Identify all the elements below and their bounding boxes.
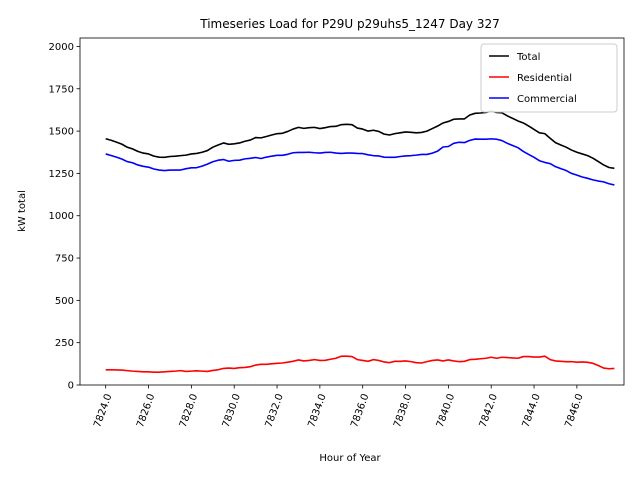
series-line-total xyxy=(105,110,615,170)
y-tick-label: 500 xyxy=(55,296,74,307)
series-layer xyxy=(105,110,615,373)
y-tick-label: 1250 xyxy=(49,169,74,180)
y-tick-label: 750 xyxy=(55,254,74,265)
legend-label-total: Total xyxy=(516,52,540,63)
legend: Total Residential Commercial xyxy=(480,43,618,113)
legend-label-commercial: Commercial xyxy=(517,94,577,105)
chart-title: Timeseries Load for P29U p29uhs5_1247 Da… xyxy=(199,17,500,31)
series-line-residential xyxy=(105,355,615,373)
y-axis-label: kW total xyxy=(17,190,28,232)
y-axis-ticks: 0 250 500 750 1000 1250 1500 1750 2000 xyxy=(49,42,80,392)
y-tick-label: 1000 xyxy=(49,211,74,222)
series-line-commercial xyxy=(105,138,615,186)
y-tick-label: 250 xyxy=(55,338,74,349)
y-tick-label: 1500 xyxy=(49,127,74,138)
axes-layer xyxy=(79,37,625,386)
legend-box xyxy=(480,43,618,113)
legend-label-residential: Residential xyxy=(517,73,572,84)
y-tick-label: 1750 xyxy=(49,84,74,95)
axes-frame xyxy=(79,37,625,386)
y-tick-label: 2000 xyxy=(49,42,74,53)
x-axis-label: Hour of Year xyxy=(319,453,381,464)
y-tick-label: 0 xyxy=(68,381,74,392)
